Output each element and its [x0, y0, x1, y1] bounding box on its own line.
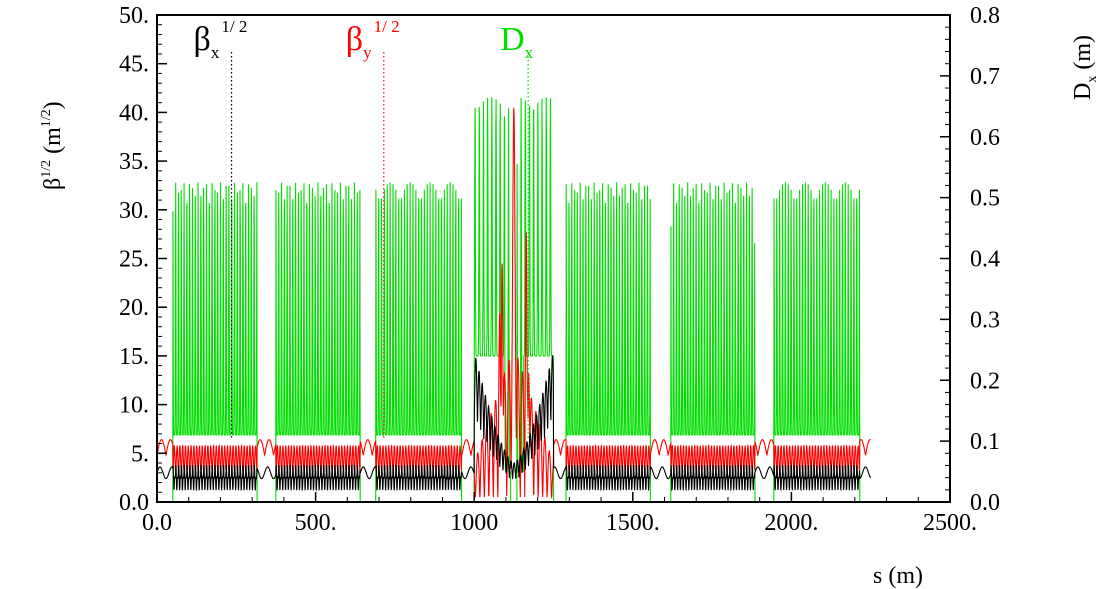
legend-label-base: D	[500, 21, 525, 58]
x-tick-label: 0.0	[142, 510, 172, 536]
series-betax-line	[156, 355, 872, 492]
legend-label: Dx	[500, 21, 534, 62]
legend-entry: βx1/ 2	[194, 17, 248, 440]
x-axis-title: s (m)	[873, 563, 923, 589]
y-left-tick-label: 30.	[119, 198, 149, 224]
y-left-tick-label: 35.	[119, 149, 149, 175]
y-right-tick-label: 0.7	[970, 64, 1000, 90]
y-left-tick-label: 15.	[119, 344, 149, 370]
legend-label-sup: 1/ 2	[221, 17, 247, 36]
y-right-tick-label: 0.4	[970, 247, 1000, 273]
y-right-tick-label: 0.0	[970, 490, 1000, 516]
y-right-tick-label: 0.6	[970, 125, 1000, 151]
y-left-title-unit: (m	[40, 127, 66, 160]
y-left-tick-label: 5.	[131, 441, 149, 467]
y-left-title-sup: 1/2	[39, 160, 54, 178]
legend-entry: Dx	[500, 21, 534, 440]
legend-label-base: β	[346, 21, 363, 58]
axes-layer: 0.0 500. 1000 1500. 2000. 2500.0.05.10.15.20.…	[119, 3, 1000, 536]
y-left-tick-label: 40.	[119, 100, 149, 126]
y-axis-right-title: Dx (m)	[1070, 35, 1099, 100]
y-right-title-base: D	[1070, 83, 1096, 100]
legend-label-sub: y	[363, 43, 372, 62]
y-right-tick-label: 0.5	[970, 186, 1000, 212]
x-tick-label: 2000.	[764, 510, 818, 536]
legend-label-base: β	[194, 21, 211, 58]
y-right-tick-label: 0.2	[970, 368, 1000, 394]
y-left-tick-label: 10.	[119, 393, 149, 419]
y-axis-left-title: β1/2 (m1/2)	[39, 101, 66, 190]
legend-label-sup: 1/ 2	[374, 17, 400, 36]
x-tick-label: 1500.	[606, 510, 660, 536]
y-left-title-close: )	[40, 101, 66, 109]
legend: βx1/ 2 βy1/ 2 Dx	[194, 17, 534, 440]
x-tick-label: 500.	[295, 510, 337, 536]
series-betay-line	[156, 107, 871, 499]
plot-clip-group	[156, 97, 872, 503]
y-right-title-unit: (m)	[1070, 35, 1096, 76]
y-right-tick-label: 0.1	[970, 429, 1000, 455]
legend-label-sub: x	[525, 43, 534, 62]
y-left-tick-label: 50.	[119, 3, 149, 29]
legend-label: βy1/ 2	[346, 17, 400, 62]
y-left-tick-label: 45.	[119, 52, 149, 78]
legend-label-sub: x	[211, 43, 220, 62]
y-left-tick-label: 0.0	[119, 490, 149, 516]
x-tick-label: 1000	[450, 510, 498, 536]
y-right-title-sub: x	[1085, 76, 1099, 83]
y-left-tick-label: 20.	[119, 295, 149, 321]
legend-label: βx1/ 2	[194, 17, 248, 62]
legend-entry: βy1/ 2	[346, 17, 400, 440]
x-tick-label: 2500.	[923, 510, 977, 536]
y-left-title-unit-sup: 1/2	[39, 109, 54, 127]
y-left-title-base: β	[40, 178, 66, 190]
y-left-tick-label: 25.	[119, 247, 149, 273]
y-right-tick-label: 0.3	[970, 307, 1000, 333]
y-right-tick-label: 0.8	[970, 3, 1000, 29]
